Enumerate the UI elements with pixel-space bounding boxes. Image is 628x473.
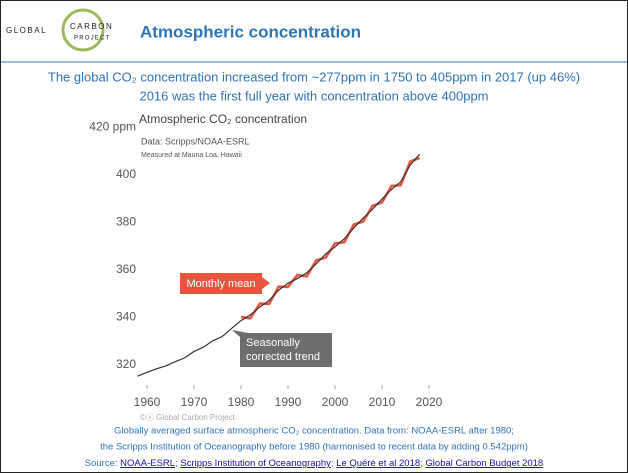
source-link[interactable]: NOAA-ESRL: [120, 458, 175, 469]
source-link[interactable]: Le Quéré et al 2018: [336, 458, 420, 469]
separator: ;: [175, 458, 178, 469]
source-label: Source:: [85, 458, 118, 469]
subtitle: 2016 was the first full year with concen…: [139, 88, 488, 103]
source-link[interactable]: Global Carbon Budget 2018: [425, 458, 543, 469]
subtitle: The global CO₂ concentration increased f…: [48, 69, 580, 84]
caption: the Scripps Institution of Oceanography …: [100, 442, 528, 453]
caption: Globally averaged surface atmospheric CO…: [114, 426, 514, 437]
source-line: Source: NOAA-ESRL; Scripps Institution o…: [85, 458, 543, 469]
y-tick-label: 420 ppm: [89, 120, 136, 134]
logo-ring: [61, 8, 105, 52]
logo-text: GLOBAL: [6, 26, 47, 35]
y-tick-label: 380: [116, 215, 136, 229]
header-title: Atmospheric concentration: [140, 22, 361, 41]
chart-note: Measured at Mauna Loa, Hawaii: [141, 152, 242, 159]
legend-label-line: Seasonally: [246, 337, 300, 349]
legend-label: Seasonally corrected trend: [246, 337, 320, 363]
source-link[interactable]: Scripps Institution of Oceanography: [180, 458, 331, 469]
x-tick-label: 1970: [181, 395, 208, 409]
chart-note: Data: Scripps/NOAA-ESRL: [141, 136, 250, 146]
x-tick-label: 1960: [134, 395, 161, 409]
legend-pointer: [262, 277, 270, 289]
logo-text: PROJECT: [74, 36, 110, 42]
legend-box: [180, 273, 262, 294]
legend-pointer: [232, 330, 248, 337]
y-tick-label: 340: [116, 310, 136, 324]
chart-title: Atmospheric CO₂ concentration: [139, 112, 307, 126]
logo-text: CARBON: [70, 22, 113, 31]
x-tick-label: 2020: [416, 395, 443, 409]
legend-label-line: corrected trend: [246, 351, 320, 363]
chart-credit: ©ⓐ Global Carbon Project: [140, 413, 236, 422]
separator: ;: [420, 458, 423, 469]
y-tick-label: 320: [116, 357, 136, 371]
x-tick-label: 2010: [369, 395, 396, 409]
x-tick-label: 1990: [275, 395, 302, 409]
legend-label: Monthly mean: [186, 278, 255, 290]
separator: ;: [331, 458, 334, 469]
y-tick-label: 360: [116, 262, 136, 276]
y-tick-label: 400: [116, 167, 136, 181]
legend-box: [240, 333, 332, 367]
series-line: [137, 153, 421, 377]
x-tick-label: 2000: [322, 395, 349, 409]
x-tick-label: 1980: [228, 395, 255, 409]
